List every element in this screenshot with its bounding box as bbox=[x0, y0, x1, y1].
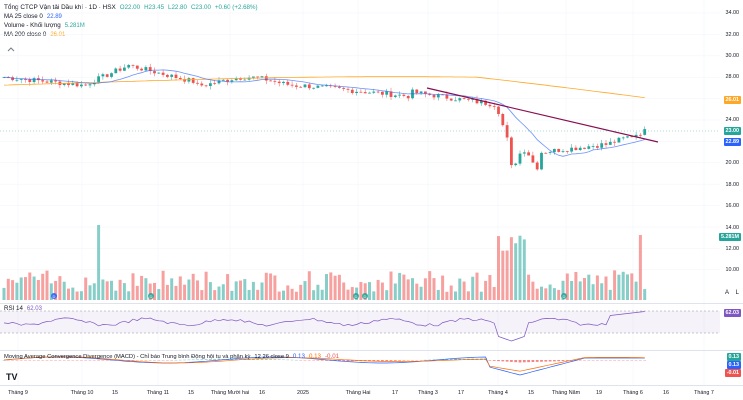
time-tick-label: 19 bbox=[596, 390, 602, 396]
price-tick-label: 18.00 bbox=[725, 182, 740, 188]
time-tick-label: Tháng 11 bbox=[146, 390, 170, 396]
price-tick-label: 10.00 bbox=[725, 267, 740, 273]
macd-value-3: -0.01 bbox=[324, 353, 340, 360]
dividend-marker[interactable]: D bbox=[353, 293, 359, 299]
macd-badge-1: 0.13 bbox=[726, 353, 741, 361]
rsi-badge: 62.03 bbox=[723, 309, 741, 317]
svg-text:D: D bbox=[355, 294, 358, 299]
ohlc-change: +0.60 (+2.68%) bbox=[214, 4, 258, 11]
time-tick-label: 15 bbox=[188, 390, 194, 396]
pane-separator-rsi[interactable] bbox=[0, 303, 743, 304]
macd-legend[interactable]: Moving Average Convergence Divergence (M… bbox=[4, 353, 339, 360]
rsi-label: RSI 14 bbox=[4, 305, 23, 312]
rsi-band bbox=[0, 311, 720, 333]
volume-value: 5.281M bbox=[64, 22, 85, 29]
time-tick-label: Tháng Mười hai bbox=[210, 390, 250, 396]
macd-line bbox=[3, 356, 645, 376]
chart-legend-main: Tổng CTCP Vận tải Dầu khí · 1D · HSX O22… bbox=[4, 4, 258, 11]
macd-badge-2: 0.13 bbox=[726, 361, 741, 369]
time-tick-label: Tháng Năm bbox=[551, 390, 581, 396]
symbol-title[interactable]: Tổng CTCP Vận tải Dầu khí · 1D · HSX bbox=[4, 4, 116, 11]
volume-legend[interactable]: Volume - Khối lượng 5.281M bbox=[4, 22, 85, 29]
chart-grid bbox=[0, 0, 720, 385]
volume-label: Volume - Khối lượng bbox=[4, 22, 61, 29]
macd-signal-line bbox=[3, 356, 645, 372]
price-candles bbox=[2, 63, 647, 171]
ma25-label: MA 25 close 0 bbox=[4, 13, 43, 20]
volume-bars bbox=[2, 225, 647, 300]
price-tick-label: 20.00 bbox=[725, 160, 740, 166]
time-tick-label: Tháng 10 bbox=[70, 390, 94, 396]
ohlc-low: L22.80 bbox=[168, 4, 187, 11]
price-tick-label: 16.00 bbox=[725, 203, 740, 209]
last-price-badge: 23.00 bbox=[723, 127, 741, 135]
price-tick-label: 30.00 bbox=[725, 53, 740, 59]
pane-separator-macd[interactable] bbox=[0, 350, 743, 351]
auto-scale-button[interactable]: A bbox=[724, 290, 729, 296]
price-tick-label: 34.00 bbox=[725, 10, 740, 16]
time-tick-label: Tháng 9 bbox=[8, 390, 28, 396]
ohlc-close: C23.00 bbox=[190, 4, 211, 11]
macd-value-2: 0.13 bbox=[308, 353, 321, 360]
time-tick-label: 15 bbox=[112, 390, 118, 396]
macd-badge-3: -0.01 bbox=[724, 369, 741, 377]
time-tick-label: Tháng 4 bbox=[488, 390, 508, 396]
svg-text:D: D bbox=[563, 294, 566, 299]
rsi-legend[interactable]: RSI 14 62.03 bbox=[4, 305, 42, 312]
ohlc-high: H23.45 bbox=[144, 4, 165, 11]
price-tick-label: 24.00 bbox=[725, 117, 740, 123]
log-scale-button[interactable]: L bbox=[735, 290, 739, 296]
time-tick-label: 15 bbox=[528, 390, 534, 396]
macd-value-1: 0.13 bbox=[292, 353, 305, 360]
ma25-legend[interactable]: MA 25 close 0 22.89 bbox=[4, 13, 62, 20]
dividend-marker[interactable]: D bbox=[148, 293, 154, 299]
price-tick-label: 14.00 bbox=[725, 225, 740, 231]
trend-line bbox=[426, 87, 659, 143]
macd-params: 12 26 close 9 bbox=[254, 353, 289, 360]
time-tick-label: Tháng Hai bbox=[345, 390, 371, 396]
time-tick-label: Tháng 6 bbox=[623, 390, 643, 396]
ohlc-open: O22.00 bbox=[119, 4, 141, 11]
time-tick-label: 16 bbox=[663, 390, 669, 396]
macd-label: Moving Average Convergence Divergence (M… bbox=[4, 353, 251, 360]
ma25-line bbox=[4, 69, 645, 157]
volume-price-badge: 5.281M bbox=[719, 233, 741, 241]
ma200-line bbox=[3, 76, 645, 98]
dividend-marker[interactable]: D bbox=[561, 293, 567, 299]
x-axis-border bbox=[0, 385, 743, 386]
ma200-price-badge: 26.01 bbox=[723, 96, 741, 104]
time-tick-label: Tháng 7 bbox=[694, 390, 714, 396]
time-tick-label: 2025 bbox=[297, 390, 309, 396]
dividend-marker[interactable]: D bbox=[362, 293, 368, 299]
time-tick-label: 17 bbox=[458, 390, 464, 396]
price-tick-label: 32.00 bbox=[725, 32, 740, 38]
svg-text:D: D bbox=[364, 294, 367, 299]
chevron-up-icon[interactable] bbox=[6, 40, 16, 52]
time-tick-label: 17 bbox=[392, 390, 398, 396]
ma25-value: 22.89 bbox=[46, 13, 62, 20]
tradingview-logo[interactable]: TV bbox=[6, 372, 18, 382]
svg-text:D: D bbox=[150, 294, 153, 299]
rsi-value: 62.03 bbox=[26, 305, 42, 312]
time-tick-label: 16 bbox=[259, 390, 265, 396]
price-tick-label: 12.00 bbox=[725, 246, 740, 252]
svg-text:D: D bbox=[53, 294, 56, 299]
price-tick-label: 28.00 bbox=[725, 74, 740, 80]
time-tick-label: Tháng 3 bbox=[418, 390, 438, 396]
dividend-marker[interactable]: D bbox=[51, 293, 57, 299]
ma25-price-badge: 22.89 bbox=[723, 138, 741, 146]
rsi-line bbox=[3, 311, 645, 342]
